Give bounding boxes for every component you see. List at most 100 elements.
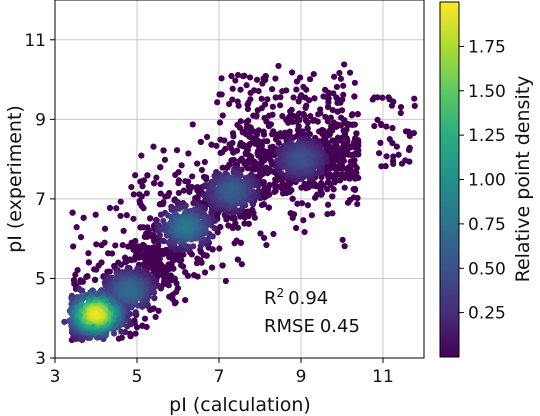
data-point (386, 96, 393, 103)
data-point (221, 137, 228, 144)
data-point (73, 224, 80, 231)
data-point (339, 236, 346, 243)
data-point (247, 89, 254, 97)
data-point (203, 133, 211, 140)
data-point (237, 86, 244, 93)
data-point (238, 261, 245, 268)
data-point (257, 230, 264, 237)
colorbar-tick-label: 1.50 (468, 82, 506, 102)
data-point (118, 328, 125, 335)
data-point (241, 220, 248, 227)
data-point (393, 143, 400, 150)
data-point (332, 146, 340, 153)
data-point (219, 262, 226, 269)
data-point (336, 69, 343, 77)
data-point (117, 261, 125, 268)
x-tick-label: 9 (296, 367, 307, 387)
x-tick-label: 3 (50, 367, 61, 387)
data-point (346, 69, 354, 76)
data-point (329, 106, 336, 114)
data-point (351, 93, 358, 100)
data-point (173, 147, 181, 154)
data-point (234, 71, 242, 79)
data-point (258, 142, 265, 150)
data-point (411, 95, 418, 102)
data-point (80, 214, 87, 221)
data-point (270, 230, 277, 238)
data-point (153, 217, 160, 224)
data-point (83, 273, 90, 280)
stats-annotation: R2 0.94 RMSE 0.45 (264, 286, 360, 337)
data-point (329, 210, 336, 217)
data-point (269, 111, 276, 118)
data-point (251, 214, 258, 221)
data-point (351, 79, 358, 86)
data-point (388, 102, 396, 109)
data-point (150, 268, 158, 275)
data-point (259, 80, 266, 87)
data-point (287, 210, 294, 217)
data-point (339, 171, 346, 178)
data-point (344, 167, 352, 174)
data-point (304, 202, 312, 209)
data-point (244, 105, 252, 113)
data-point (126, 287, 133, 294)
data-point (290, 94, 297, 101)
data-point (140, 177, 147, 184)
data-point (295, 110, 303, 117)
data-point (189, 121, 196, 128)
data-point (98, 242, 105, 249)
y-axis-ticks: 3 5 7 9 11 (24, 31, 55, 369)
data-point (348, 112, 355, 119)
data-point (245, 117, 252, 124)
data-point (61, 318, 68, 325)
colorbar-tick-label: 0.50 (468, 259, 506, 279)
data-point (295, 98, 302, 105)
data-point (389, 157, 397, 164)
data-point (301, 228, 308, 236)
data-point (217, 224, 224, 231)
y-tick-label: 5 (35, 269, 46, 289)
data-point (130, 191, 137, 198)
data-point (236, 124, 244, 131)
data-point (120, 227, 127, 235)
data-point (302, 104, 309, 112)
data-point (236, 157, 244, 164)
data-point (269, 131, 276, 138)
data-point (314, 118, 321, 125)
data-point (263, 118, 270, 125)
data-point (185, 150, 192, 157)
data-point (113, 205, 120, 212)
y-axis-title: pI (experiment) (4, 105, 26, 253)
data-point (156, 232, 164, 239)
data-point (230, 133, 237, 140)
data-point (217, 149, 224, 157)
data-point (77, 234, 85, 241)
x-tick-label: 5 (132, 367, 143, 387)
data-point (160, 147, 167, 154)
data-point (216, 119, 224, 126)
data-point (289, 69, 296, 76)
colorbar (439, 1, 460, 358)
data-point (298, 200, 306, 207)
data-point (150, 143, 157, 150)
data-point (92, 211, 99, 218)
data-point (151, 180, 158, 187)
data-point (180, 187, 188, 194)
data-point (261, 234, 268, 242)
data-point (265, 204, 272, 211)
data-point (190, 271, 198, 279)
data-point (203, 176, 210, 183)
data-point (224, 164, 231, 171)
data-point (132, 172, 139, 179)
data-point (72, 271, 79, 278)
data-point (208, 264, 216, 271)
data-point (229, 96, 236, 103)
data-point (155, 307, 162, 314)
data-point (130, 215, 137, 222)
data-point (383, 123, 390, 130)
y-tick-label: 9 (35, 110, 46, 130)
data-point (334, 108, 341, 115)
data-point (144, 172, 151, 179)
data-point (117, 198, 124, 205)
